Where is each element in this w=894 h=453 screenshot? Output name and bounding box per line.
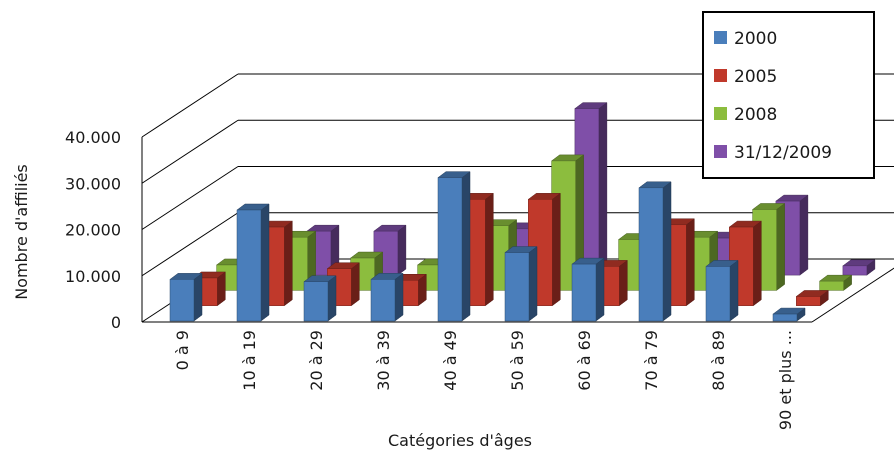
bar-side xyxy=(284,220,293,307)
y-axis-title: Nombre d'affiliés xyxy=(12,164,31,300)
gridline-side xyxy=(141,166,239,230)
bar-side xyxy=(776,202,785,291)
y-tick-label: 40.000 xyxy=(65,128,121,147)
bar-side xyxy=(327,275,337,322)
bar-front xyxy=(571,263,597,322)
bar-side xyxy=(260,203,270,322)
bar-front xyxy=(819,280,844,291)
x-tick-label: 30 à 39 xyxy=(374,330,393,391)
x-tick-label: 60 à 69 xyxy=(575,330,594,391)
bar-side xyxy=(394,272,404,322)
y-tick-label: 20.000 xyxy=(65,221,121,240)
x-tick-label: 0 à 9 xyxy=(173,330,192,370)
bar-front xyxy=(772,313,798,322)
y-axis-ticks: 0 10.000 20.000 30.000 40.000 xyxy=(65,128,121,332)
bar-front xyxy=(169,279,195,322)
bar-front xyxy=(437,177,463,322)
x-tick-label: 50 à 59 xyxy=(508,330,527,391)
bar-front xyxy=(842,265,868,276)
bar xyxy=(772,307,806,322)
legend-label: 2000 xyxy=(734,29,777,49)
bar-side xyxy=(662,181,672,322)
bar xyxy=(169,272,203,322)
bar xyxy=(795,289,830,307)
bar-side xyxy=(528,246,538,322)
legend-label: 2008 xyxy=(734,105,777,125)
gridline-side xyxy=(141,73,239,138)
bar xyxy=(705,259,739,322)
bar xyxy=(842,259,876,276)
bar-front xyxy=(504,252,530,322)
legend-swatch xyxy=(714,31,727,44)
x-tick-label: 40 à 49 xyxy=(441,330,460,391)
legend-box xyxy=(702,11,875,179)
bar-side xyxy=(598,102,608,276)
bar-side xyxy=(552,192,561,307)
x-tick-label: 90 et plus ... xyxy=(776,330,795,430)
bar-side xyxy=(686,218,695,307)
x-tick-label: 70 à 79 xyxy=(642,330,661,391)
bar-front xyxy=(303,281,329,322)
legend-swatch xyxy=(714,107,727,120)
x-tick-label: 10 à 19 xyxy=(240,330,259,391)
bar-front xyxy=(705,266,731,322)
legend-label: 2005 xyxy=(734,67,777,87)
bar-side xyxy=(397,224,407,276)
x-tick-label: 20 à 29 xyxy=(307,330,326,391)
bar xyxy=(236,203,270,322)
legend-swatch xyxy=(714,69,727,82)
legend-swatch xyxy=(714,145,727,158)
bar xyxy=(638,181,672,322)
legend: 2000 2005 2008 31/12/2009 xyxy=(702,11,875,179)
bar-front xyxy=(638,187,664,322)
bar xyxy=(306,224,340,276)
bar-side xyxy=(799,194,809,276)
bar-side xyxy=(461,171,471,322)
x-axis-ticks: 0 à 9 10 à 19 20 à 29 30 à 39 40 à 49 50 à 59… xyxy=(173,330,795,430)
bar xyxy=(571,257,605,322)
bar xyxy=(504,246,538,322)
gridline-side xyxy=(141,119,239,184)
y-tick-label: 0 xyxy=(111,313,121,332)
legend-label: 31/12/2009 xyxy=(734,143,832,163)
x-axis-title: Catégories d'âges xyxy=(388,431,532,450)
gridline-side xyxy=(141,212,239,277)
bar-side xyxy=(595,257,605,322)
y-tick-label: 30.000 xyxy=(65,174,121,193)
bar-front xyxy=(236,209,262,322)
x-tick-label: 80 à 89 xyxy=(709,330,728,391)
bar-front xyxy=(370,279,396,322)
bar xyxy=(303,275,337,322)
bar-side xyxy=(193,272,203,322)
bar-side xyxy=(351,262,360,307)
chart-bars xyxy=(169,102,876,322)
bar-side xyxy=(619,259,628,307)
bar xyxy=(818,274,853,291)
bar-front xyxy=(796,296,821,306)
bar-side xyxy=(485,192,494,307)
bar-side xyxy=(729,259,739,322)
bar xyxy=(370,272,404,322)
floor-edge xyxy=(811,267,894,323)
y-tick-label: 10.000 xyxy=(65,267,121,286)
bar xyxy=(728,220,763,307)
bar xyxy=(437,171,471,322)
bar-side xyxy=(753,220,762,307)
